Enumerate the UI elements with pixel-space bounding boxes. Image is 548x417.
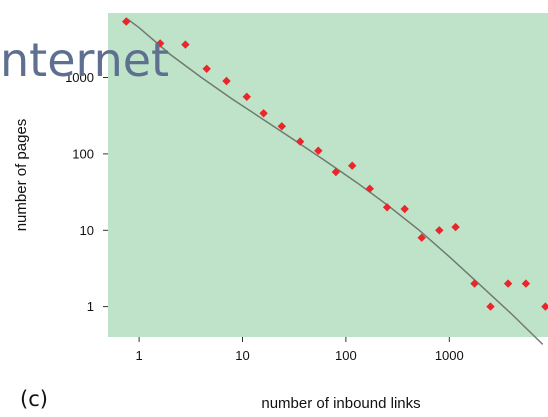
y-axis-title: number of pages <box>13 119 30 232</box>
x-tick-labels: 1 10 100 1000 <box>135 348 463 363</box>
data-point <box>435 226 444 235</box>
data-point <box>122 17 131 26</box>
data-point <box>242 92 251 101</box>
data-point <box>503 279 513 288</box>
y-tick-label: 100 <box>72 146 94 161</box>
y-tick-label: 1000 <box>65 70 94 85</box>
data-point <box>181 40 190 49</box>
data-point <box>259 109 268 118</box>
data-point <box>400 204 409 214</box>
x-tick-label: 1 <box>135 348 142 363</box>
x-tick-label: 100 <box>335 348 357 363</box>
data-point <box>417 233 426 242</box>
data-point <box>541 302 548 311</box>
data-point <box>365 184 374 193</box>
data-point <box>222 76 231 86</box>
data-point <box>451 222 460 232</box>
data-point <box>521 279 531 288</box>
data-point <box>295 137 305 146</box>
overlay-title: nternet <box>0 33 169 87</box>
data-point <box>156 39 165 48</box>
data-point <box>202 64 211 73</box>
fit-line <box>125 17 544 345</box>
data-point <box>331 167 341 177</box>
data-point <box>486 302 495 311</box>
axis-ticks <box>103 77 450 342</box>
y-tick-label: 10 <box>80 223 94 238</box>
panel-label: (c) <box>20 387 48 411</box>
x-tick-label: 10 <box>235 348 249 363</box>
data-point <box>348 161 357 170</box>
data-point <box>470 279 479 288</box>
data-point <box>382 203 392 212</box>
plot-area <box>108 13 548 337</box>
data-point <box>277 122 286 131</box>
x-tick-label: 1000 <box>435 348 464 363</box>
y-tick-label: 1 <box>87 299 94 314</box>
data-point <box>314 146 323 155</box>
y-tick-labels: 1 10 100 1000 <box>65 70 94 314</box>
x-axis-title: number of inbound links <box>261 395 420 412</box>
data-points <box>122 17 548 311</box>
fit-line-layer <box>125 17 544 345</box>
